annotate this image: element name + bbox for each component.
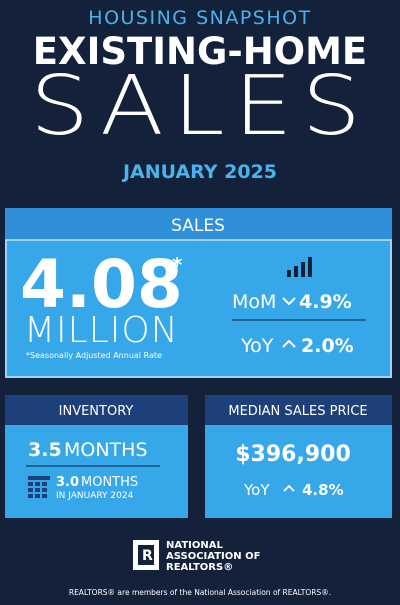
footer: REALTORS® are members of the National As… bbox=[69, 588, 331, 597]
mom-label: MoM bbox=[232, 291, 276, 313]
sales-unit: MILLION bbox=[24, 310, 179, 351]
sales-header bbox=[5, 208, 392, 240]
sales-label: SALES bbox=[171, 216, 225, 236]
inventory-header bbox=[5, 395, 188, 425]
sales-border bbox=[5, 239, 392, 378]
down-chevron bbox=[282, 297, 296, 306]
logo-r: R bbox=[142, 548, 153, 564]
price-yoy-label: YoY bbox=[243, 481, 270, 499]
price-header bbox=[205, 395, 392, 425]
up-chevron bbox=[282, 339, 296, 348]
title-line2: SALES bbox=[30, 59, 370, 154]
inventory-unit: MONTHS bbox=[64, 439, 148, 461]
prior-period: IN JANUARY 2024 bbox=[56, 491, 134, 501]
logo-text: NATIONAL bbox=[166, 540, 223, 551]
prior-value: 3.0 bbox=[56, 475, 79, 490]
asterisk: * bbox=[172, 253, 183, 277]
logo-text: ASSOCIATION OF bbox=[166, 551, 260, 562]
yoy-value: 2.0% bbox=[301, 335, 354, 357]
logo-text: REALTORS® bbox=[166, 562, 233, 573]
calendar-icon bbox=[28, 476, 50, 498]
price-label: MEDIAN SALES PRICE bbox=[228, 404, 367, 419]
sales-value: 4.08 bbox=[20, 246, 183, 323]
period: JANUARY 2025 bbox=[121, 161, 277, 183]
inventory-label: INVENTORY bbox=[59, 404, 134, 419]
logo-mark-inner bbox=[138, 545, 154, 565]
sales-note: *Seasonally Adjusted Annual Rate bbox=[26, 351, 162, 360]
kicker: HOUSING SNAPSHOT bbox=[88, 7, 311, 29]
mom-value: 4.9% bbox=[299, 291, 352, 313]
yoy-label: YoY bbox=[240, 335, 274, 357]
price-value: $396,900 bbox=[235, 442, 351, 467]
bars-icon bbox=[287, 257, 312, 277]
title-line1: EXISTING-HOME bbox=[33, 30, 367, 73]
up-chevron bbox=[283, 484, 295, 492]
inventory-value: 3.5 bbox=[28, 439, 62, 461]
price-yoy-value: 4.8% bbox=[302, 481, 344, 499]
prior-unit: MONTHS bbox=[81, 475, 138, 490]
